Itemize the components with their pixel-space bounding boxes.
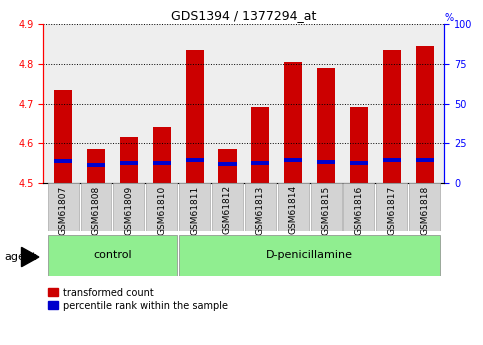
Title: GDS1394 / 1377294_at: GDS1394 / 1377294_at bbox=[171, 9, 316, 22]
Bar bbox=[87, 163, 105, 167]
Bar bbox=[284, 62, 302, 183]
Bar bbox=[415, 158, 434, 162]
Bar bbox=[218, 162, 237, 166]
Bar bbox=[278, 183, 309, 231]
Bar bbox=[343, 183, 374, 231]
Bar bbox=[284, 158, 302, 162]
Bar bbox=[218, 149, 237, 183]
Text: GSM61809: GSM61809 bbox=[125, 185, 133, 235]
Bar bbox=[383, 158, 401, 162]
Text: GSM61808: GSM61808 bbox=[92, 185, 100, 235]
Bar bbox=[317, 160, 335, 164]
Bar bbox=[54, 159, 72, 163]
Text: GSM61813: GSM61813 bbox=[256, 185, 265, 235]
Bar bbox=[179, 235, 440, 276]
Bar bbox=[54, 90, 72, 183]
Bar bbox=[376, 183, 407, 231]
Bar bbox=[317, 68, 335, 183]
Text: %: % bbox=[444, 12, 454, 22]
Bar bbox=[114, 183, 144, 231]
Bar bbox=[87, 149, 105, 183]
Bar bbox=[415, 46, 434, 183]
Bar bbox=[185, 158, 204, 162]
Bar bbox=[251, 107, 270, 183]
Text: GSM61817: GSM61817 bbox=[387, 185, 396, 235]
Text: GSM61814: GSM61814 bbox=[289, 185, 298, 234]
Text: GSM61810: GSM61810 bbox=[157, 185, 166, 235]
Text: agent: agent bbox=[5, 252, 37, 262]
Bar bbox=[179, 183, 210, 231]
Bar bbox=[383, 50, 401, 183]
Bar bbox=[350, 107, 368, 183]
Bar bbox=[48, 183, 79, 231]
Text: D-penicillamine: D-penicillamine bbox=[266, 250, 353, 260]
Text: GSM61815: GSM61815 bbox=[322, 185, 330, 235]
Bar bbox=[48, 235, 177, 276]
Text: control: control bbox=[93, 250, 132, 260]
Text: GSM61807: GSM61807 bbox=[59, 185, 68, 235]
Bar bbox=[120, 161, 138, 165]
Bar bbox=[251, 161, 270, 165]
Bar bbox=[185, 50, 204, 183]
Bar bbox=[311, 183, 341, 231]
Bar bbox=[81, 183, 112, 231]
Bar bbox=[409, 183, 440, 231]
Polygon shape bbox=[22, 247, 39, 267]
Bar bbox=[153, 127, 171, 183]
Bar bbox=[146, 183, 177, 231]
Legend: transformed count, percentile rank within the sample: transformed count, percentile rank withi… bbox=[48, 288, 228, 311]
Text: GSM61816: GSM61816 bbox=[355, 185, 363, 235]
Bar bbox=[350, 161, 368, 165]
Bar bbox=[153, 161, 171, 165]
Bar bbox=[212, 183, 243, 231]
Bar bbox=[245, 183, 276, 231]
Bar bbox=[120, 137, 138, 183]
Text: GSM61812: GSM61812 bbox=[223, 185, 232, 234]
Text: GSM61818: GSM61818 bbox=[420, 185, 429, 235]
Text: GSM61811: GSM61811 bbox=[190, 185, 199, 235]
